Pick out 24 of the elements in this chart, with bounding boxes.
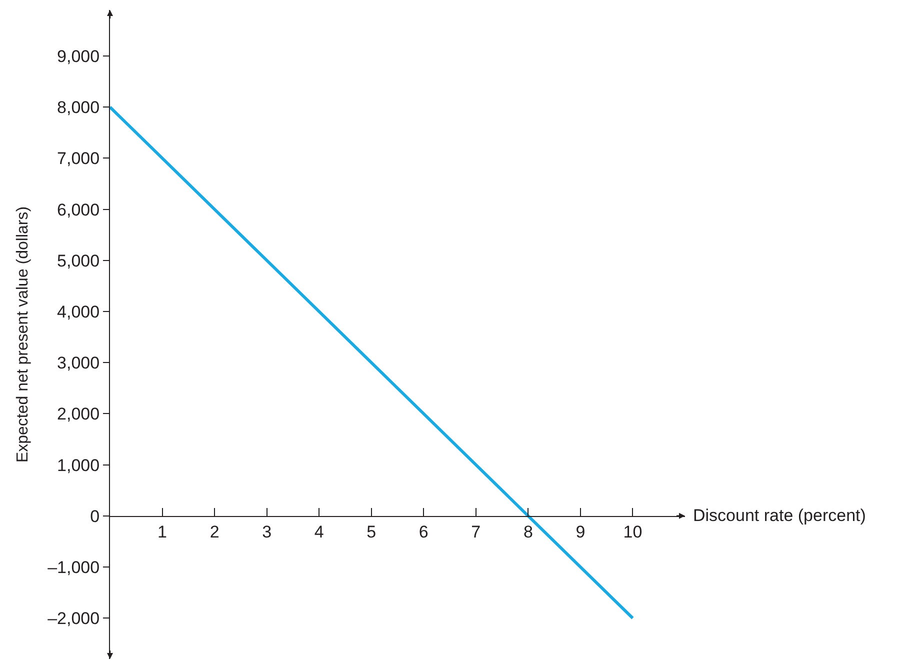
y-tick-label: 5,000 bbox=[57, 251, 100, 270]
y-tick-label: –1,000 bbox=[48, 558, 100, 577]
y-tick-label: 2,000 bbox=[57, 404, 100, 424]
x-tick-label: 9 bbox=[576, 522, 586, 542]
x-axis-title: Discount rate (percent) bbox=[693, 506, 866, 525]
y-tick-label: 4,000 bbox=[57, 302, 100, 322]
x-tick-label: 3 bbox=[262, 522, 272, 542]
y-axis-title: Expected net present value (dollars) bbox=[14, 206, 32, 463]
x-tick-label: 8 bbox=[523, 522, 533, 542]
y-tick-label: 9,000 bbox=[57, 46, 100, 66]
y-tick-label: 0 bbox=[90, 506, 100, 526]
y-tick-label: –2,000 bbox=[48, 609, 100, 628]
x-tick-label: 4 bbox=[314, 522, 324, 542]
x-tick-label: 5 bbox=[366, 522, 376, 542]
y-tick-label: 8,000 bbox=[57, 98, 100, 118]
x-tick-label: 10 bbox=[623, 522, 642, 542]
x-tick-label: 2 bbox=[210, 522, 220, 542]
y-tick-label: 1,000 bbox=[57, 456, 100, 475]
x-tick-label: 6 bbox=[418, 522, 428, 542]
y-tick-label: 7,000 bbox=[57, 149, 100, 168]
x-tick-label: 7 bbox=[471, 522, 481, 542]
x-tick-label: 1 bbox=[158, 522, 168, 542]
y-tick-label: 3,000 bbox=[57, 354, 100, 373]
y-tick-label: 6,000 bbox=[57, 200, 100, 220]
